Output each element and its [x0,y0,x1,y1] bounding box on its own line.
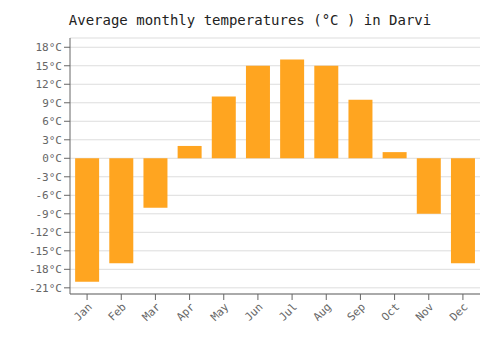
svg-text:Oct: Oct [379,300,402,323]
svg-text:18°C: 18°C [36,41,63,54]
html-text:Average monthly temperatures (: Average monthly temperatures (°C ) in Da… [68,12,432,28]
svg-text:May: May [208,300,232,324]
svg-text:Feb: Feb [106,300,129,323]
svg-text:9°C: 9°C [42,97,62,110]
svg-text:Jun: Jun [242,300,265,323]
svg-text:-12°C: -12°C [29,226,62,239]
svg-text:Apr: Apr [174,300,198,324]
svg-text:15°C: 15°C [36,60,63,73]
svg-text:0°C: 0°C [42,152,62,165]
svg-text:12°C: 12°C [36,78,63,91]
svg-text:-21°C: -21°C [29,282,62,295]
svg-text:Jul: Jul [276,300,299,323]
svg-text:Aug: Aug [311,300,334,323]
svg-text:Sep: Sep [345,300,368,323]
svg-text:3°C: 3°C [42,134,62,147]
svg-text:Jan: Jan [71,300,94,323]
svg-text:Mar: Mar [140,300,164,324]
svg-text:-6°C: -6°C [36,189,63,202]
svg-text:Dec: Dec [447,300,470,323]
svg-text:Nov: Nov [413,300,437,324]
svg-text:6°C: 6°C [42,115,62,128]
svg-text:-15°C: -15°C [29,245,62,258]
svg-text:-9°C: -9°C [36,208,63,221]
svg-text:-18°C: -18°C [29,263,62,276]
svg-text:-3°C: -3°C [36,171,63,184]
